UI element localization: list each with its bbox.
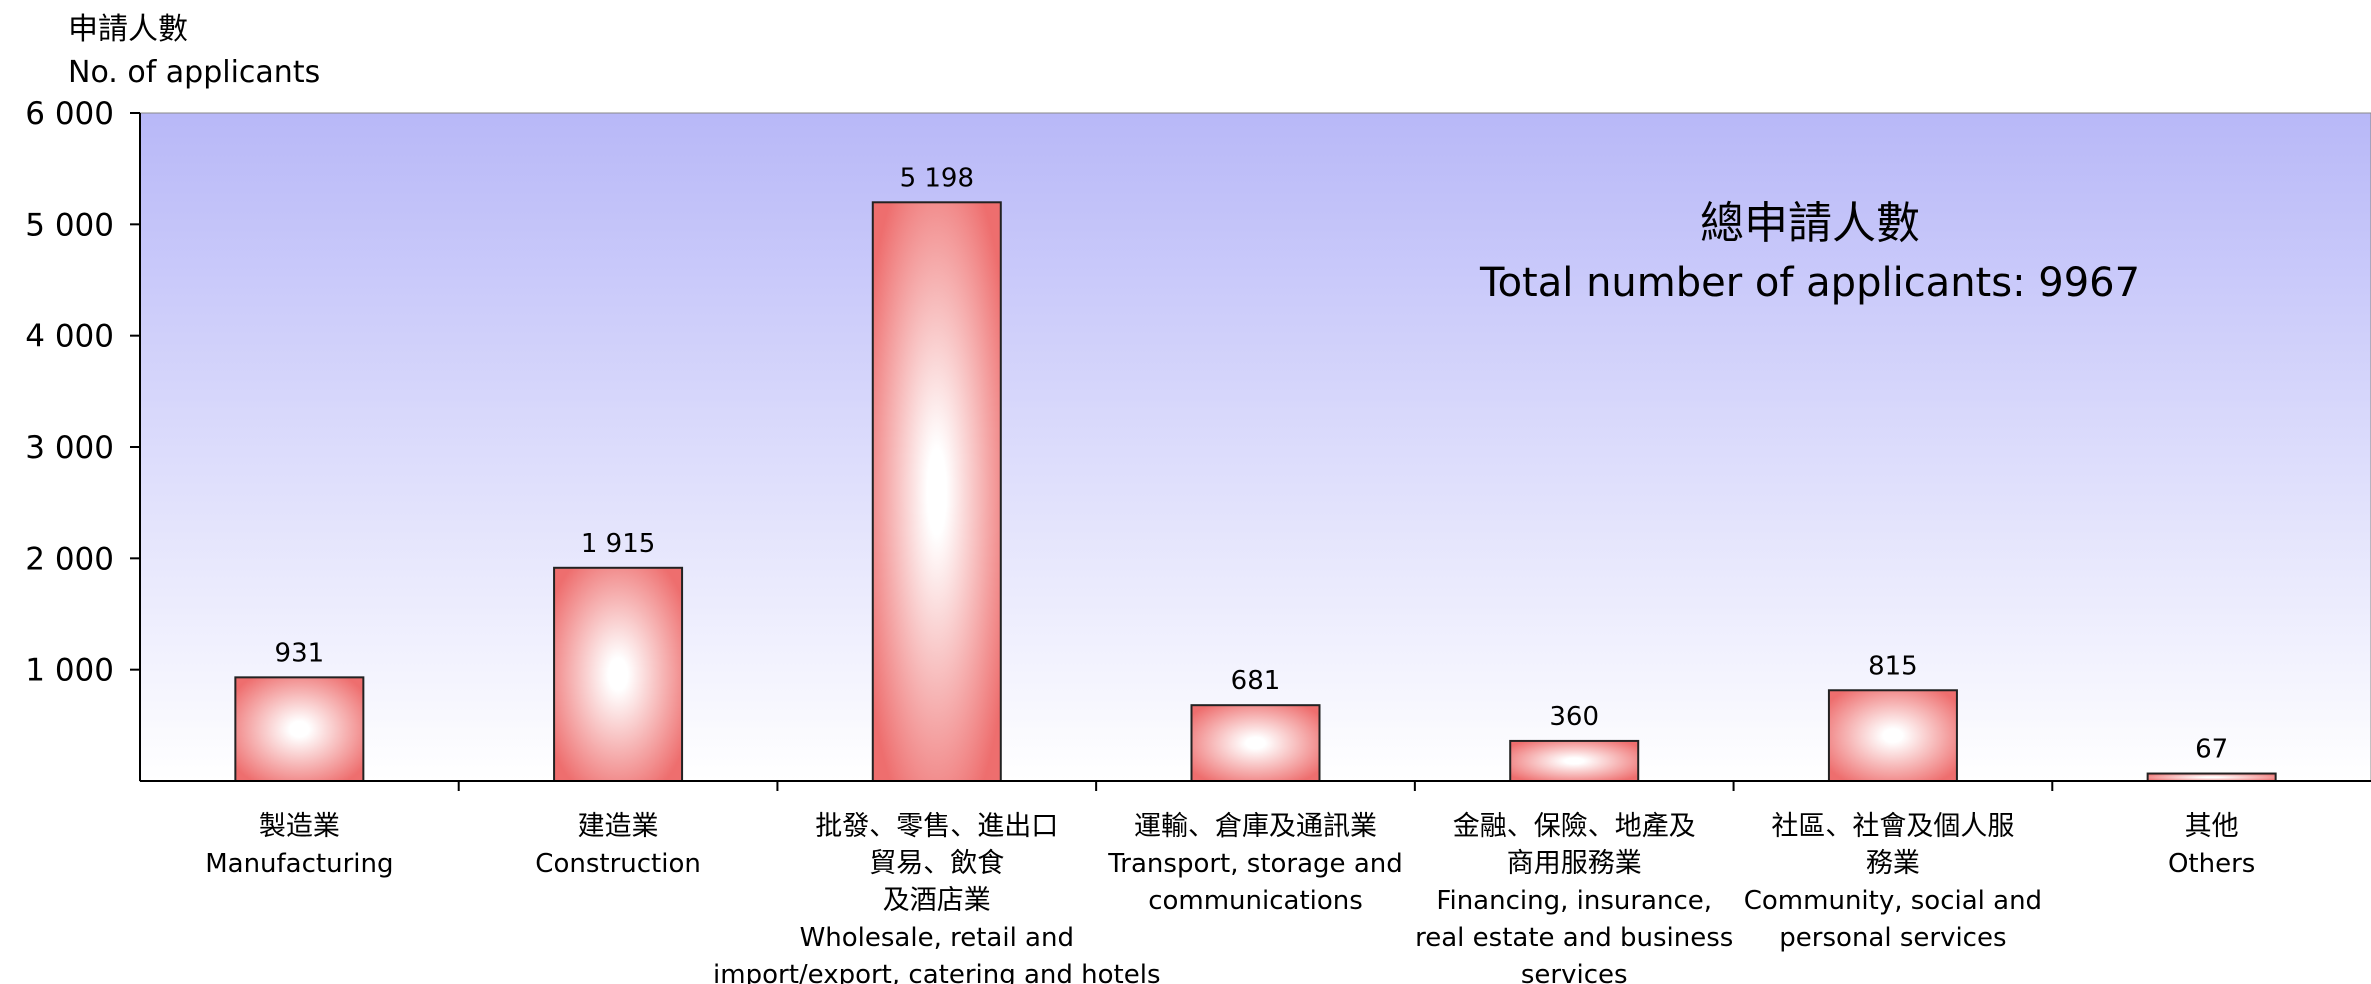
category-label-en: Financing, insurance, (1436, 886, 1712, 916)
y-axis-label-zh: 申請人數 (68, 12, 188, 47)
y-tick-label: 6 000 (25, 96, 114, 132)
category-label-en: real estate and business (1415, 923, 1733, 953)
y-axis-label-en: No. of applicants (68, 55, 320, 90)
data-label: 681 (1231, 666, 1281, 696)
data-label: 5 198 (900, 163, 974, 193)
category-label-en: services (1521, 960, 1628, 984)
category-label-zh: 批發、零售、進出口 (815, 811, 1058, 842)
category-label-zh: 貿易、飲食 (869, 848, 1004, 879)
bar (1827, 689, 1958, 782)
category-label-en: Wholesale, retail and (800, 923, 1074, 953)
category-label-en: import/export, catering and hotels (713, 960, 1160, 984)
y-tick-label: 1 000 (25, 653, 114, 689)
category-label-en: Manufacturing (205, 849, 393, 879)
y-axis: 1 000 2 000 3 000 4 000 5 000 6 000 (25, 96, 141, 781)
bar (234, 676, 365, 783)
bar (1509, 739, 1640, 782)
bar (871, 201, 1002, 783)
category-label-zh: 及酒店業 (883, 885, 991, 916)
category-label-zh: 製造業 (259, 811, 340, 842)
total-annotation-en: Total number of applicants: 9967 (1479, 260, 2140, 306)
data-label: 815 (1868, 651, 1918, 681)
category-label-zh: 建造業 (578, 811, 659, 842)
bar (1190, 704, 1321, 783)
plot-area (139, 112, 2371, 782)
bars: 931 1 915 5 198 681 360 815 67 (234, 163, 2277, 783)
category-label-en: Community, social and (1744, 886, 2042, 916)
category-label-en: communications (1148, 886, 1363, 916)
y-tick-label: 5 000 (25, 207, 114, 243)
data-label: 67 (2195, 735, 2228, 765)
data-label: 931 (275, 638, 325, 668)
y-tick-label: 2 000 (25, 541, 114, 577)
category-label-en: Transport, storage and (1107, 849, 1402, 879)
category-label-zh: 商用服務業 (1507, 848, 1642, 879)
y-tick-label: 3 000 (25, 430, 114, 466)
category-label-zh: 金融、保險、地產及 (1453, 811, 1696, 842)
category-label-en: Construction (535, 849, 701, 879)
y-tick-label: 4 000 (25, 319, 114, 355)
bar (553, 566, 684, 783)
x-axis-labels: 製造業 Manufacturing 建造業 Construction 批發、零售、進出口… (140, 780, 2371, 984)
category-label-en: Others (2168, 849, 2255, 879)
bar (2146, 772, 2277, 782)
category-label-zh: 務業 (1866, 848, 1920, 879)
data-label: 360 (1549, 702, 1599, 732)
category-label-zh: 其他 (2185, 811, 2239, 842)
total-annotation-zh: 總申請人數 (1700, 198, 1920, 249)
category-label-zh: 社區、社會及個人服 (1771, 811, 2014, 842)
category-label-en: personal services (1779, 923, 2006, 953)
data-label: 1 915 (581, 529, 655, 559)
category-label-zh: 運輸、倉庫及通訊業 (1134, 811, 1377, 842)
